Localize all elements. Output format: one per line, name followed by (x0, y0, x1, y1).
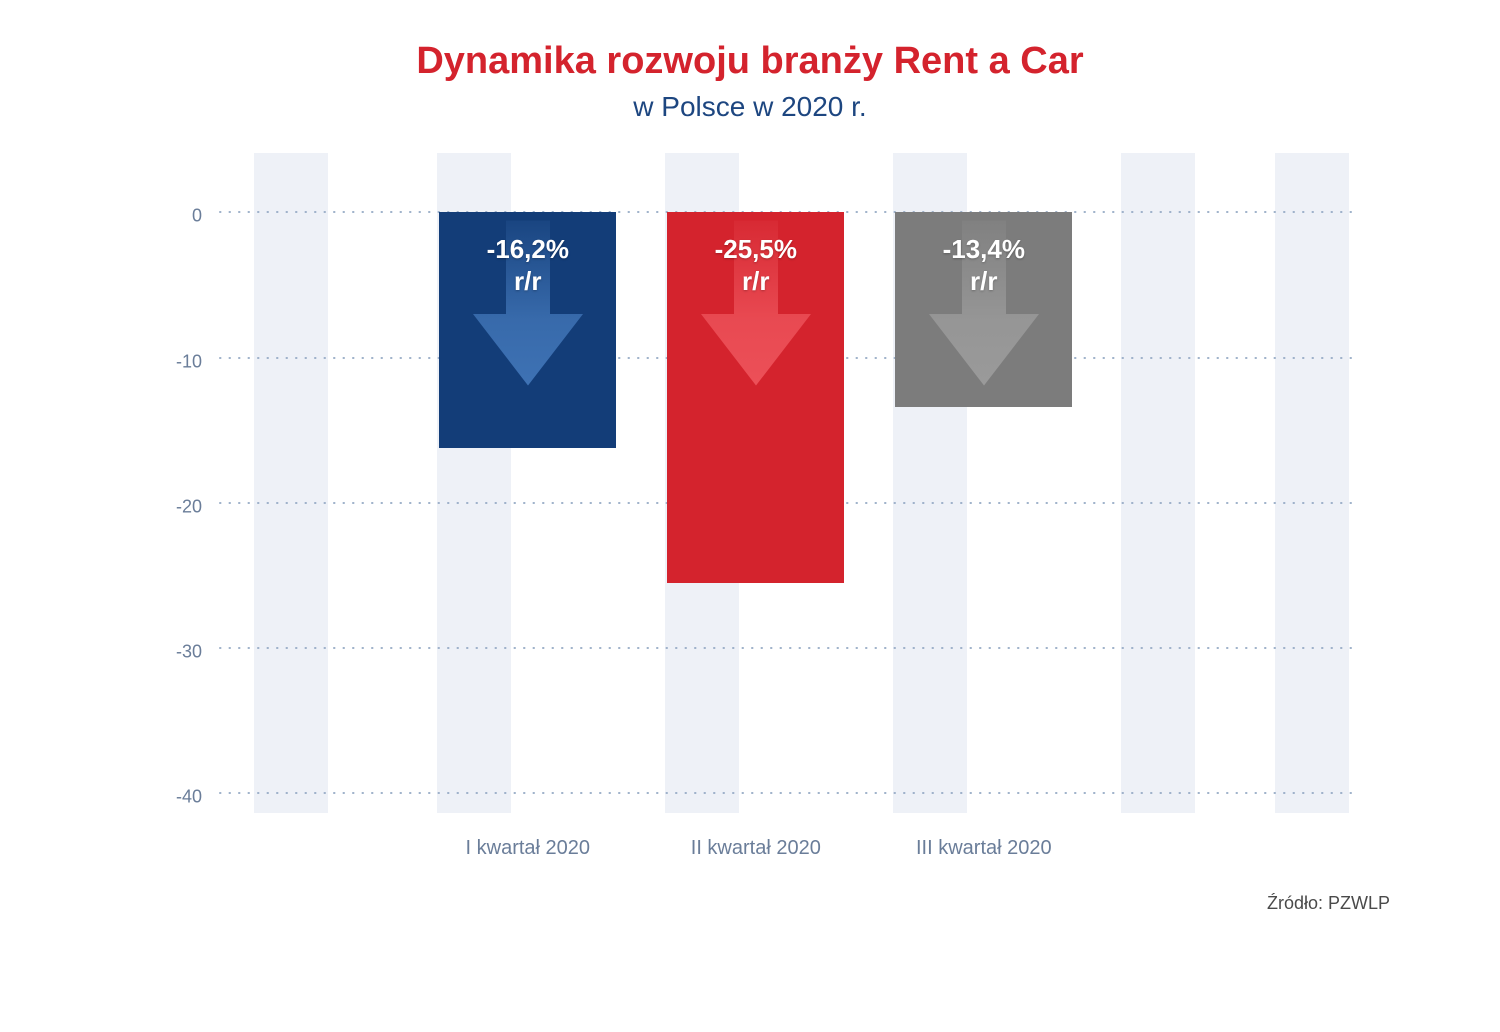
x-axis-label: II kwartał 2020 (691, 837, 821, 860)
x-axis-label: III kwartał 2020 (916, 837, 1052, 860)
y-tick-label: 0 (192, 206, 220, 227)
plot-area: I kwartał 2020II kwartał 2020III kwartał… (220, 153, 1360, 813)
y-tick-label: -10 (176, 351, 220, 372)
bar: -25,5%r/r (667, 212, 844, 582)
bar-value-label: -13,4%r/r (895, 234, 1072, 296)
chart-subtitle: w Polsce w 2020 r. (90, 91, 1410, 123)
source-attribution: Źródło: PZWLP (90, 893, 1410, 914)
title-block: Dynamika rozwoju branży Rent a Car w Pol… (90, 40, 1410, 123)
bar-value-sub: r/r (895, 266, 1072, 297)
y-tick-label: -20 (176, 496, 220, 517)
bar-value: -16,2% (439, 234, 616, 265)
y-tick-label: -40 (176, 787, 220, 808)
bar-value: -25,5% (667, 234, 844, 265)
bar-value-label: -25,5%r/r (667, 234, 844, 296)
bars-layer: -16,2%r/r-25,5%r/r-13,4%r/r (220, 153, 1360, 813)
x-axis-label: I kwartał 2020 (466, 837, 591, 860)
x-axis-labels: I kwartał 2020II kwartał 2020III kwartał… (220, 813, 1360, 837)
bar-value: -13,4% (895, 234, 1072, 265)
chart: I kwartał 2020II kwartał 2020III kwartał… (220, 153, 1360, 813)
bar-value-sub: r/r (667, 266, 844, 297)
bar: -16,2%r/r (439, 212, 616, 447)
bar-value-sub: r/r (439, 266, 616, 297)
chart-title: Dynamika rozwoju branży Rent a Car (90, 40, 1410, 83)
bar-value-label: -16,2%r/r (439, 234, 616, 296)
y-tick-label: -30 (176, 642, 220, 663)
bar: -13,4%r/r (895, 212, 1072, 407)
